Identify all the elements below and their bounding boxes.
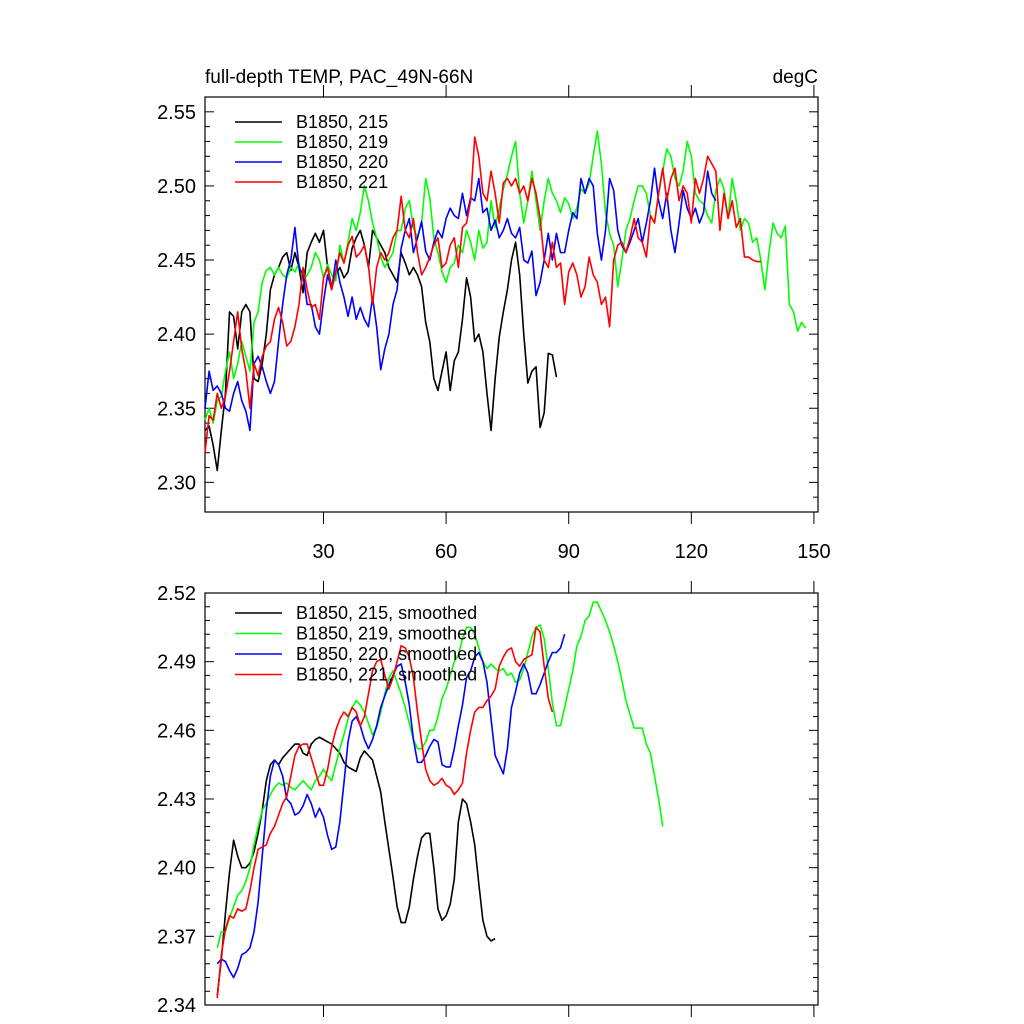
bottom-legend-label: B1850, 215, smoothed (296, 603, 477, 623)
top-plot-title: full-depth TEMP, PAC_49N-66N (205, 67, 473, 88)
top-x-tick-label: 60 (435, 541, 457, 563)
bottom-y-tick-label: 2.46 (157, 720, 196, 742)
bottom-series-line-1 (216, 736, 496, 996)
top-panel: full-depth TEMP, PAC_49N-66N degC 2.302.… (157, 67, 831, 563)
top-y-tick-label: 2.35 (157, 398, 196, 420)
top-series-lines (204, 130, 807, 472)
bottom-legend-label: B1850, 220, smoothed (296, 644, 477, 664)
bottom-series-line-2 (216, 601, 664, 948)
bottom-panel: 2.34 2.37 2.40 2.43 2.46 2.49 2.52 B1850, 215,… (157, 581, 819, 1017)
top-axis-ticks: 2.30 2.35 2.40 2.45 2.50 2.55 30 60 90 120 150 (157, 85, 831, 563)
top-legend-label: B1850, 215 (296, 112, 388, 132)
bottom-y-tick-label: 2.43 (157, 789, 196, 811)
top-y-tick-label: 2.45 (157, 250, 196, 272)
top-y-tick-label: 2.40 (157, 324, 196, 346)
bottom-y-tick-label: 2.52 (157, 583, 196, 605)
bottom-axis-ticks: 2.34 2.37 2.40 2.43 2.46 2.49 2.52 (157, 581, 818, 1017)
top-legend-label: B1850, 221 (296, 172, 388, 192)
top-y-tick-label: 2.55 (157, 102, 196, 124)
bottom-series-line-4 (216, 626, 554, 999)
top-y-tick-label: 2.50 (157, 176, 196, 198)
bottom-y-tick-label: 2.49 (157, 652, 196, 674)
top-x-tick-label: 90 (558, 541, 580, 563)
bottom-y-tick-label: 2.34 (157, 995, 196, 1017)
top-legend-label: B1850, 219 (296, 132, 388, 152)
top-series-line-3 (204, 167, 717, 432)
bottom-series-lines (216, 601, 664, 999)
bottom-legend-label: B1850, 221, smoothed (296, 665, 477, 685)
top-x-tick-label: 150 (797, 541, 830, 563)
bottom-y-tick-label: 2.37 (157, 926, 196, 948)
bottom-series-line-3 (216, 633, 566, 979)
top-legend-label: B1850, 220 (296, 152, 388, 172)
top-y-tick-label: 2.30 (157, 472, 196, 494)
top-x-tick-label: 120 (675, 541, 708, 563)
bottom-legend-label: B1850, 219, smoothed (296, 624, 477, 644)
top-x-tick-label: 30 (312, 541, 334, 563)
top-series-line-4 (204, 136, 761, 453)
bottom-y-tick-label: 2.40 (157, 858, 196, 880)
top-series-line-1 (204, 229, 558, 472)
top-plot-units: degC (773, 67, 818, 88)
